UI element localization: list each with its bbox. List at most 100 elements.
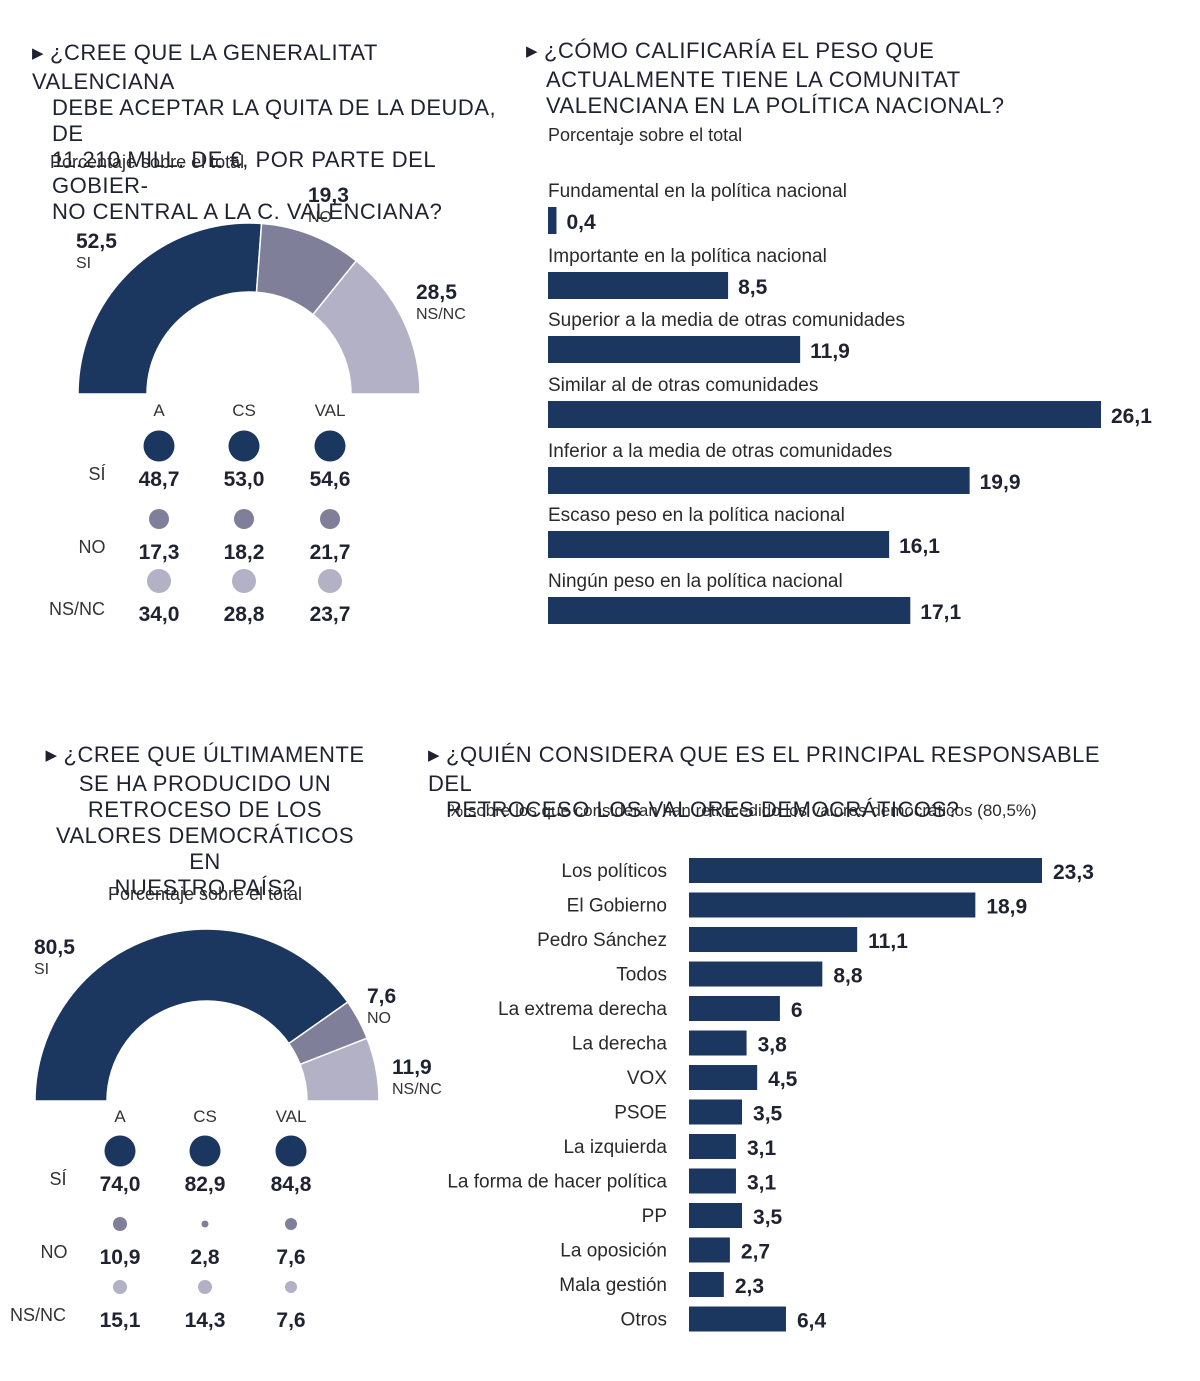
breakdown-value-label: 21,7 [310,541,351,564]
bar [689,927,858,952]
breakdown-dot [113,1217,127,1231]
slice-category-label: NO [308,209,332,226]
breakdown-column-header: CS [232,401,256,420]
bar-category-label: Ningún peso en la política nacional [548,571,843,592]
bar-category-label: La forma de hacer política [447,1172,667,1193]
bar [689,1272,724,1297]
chart1-title-line: ¿CREE QUE LA GENERALITAT VALENCIANA [32,40,378,94]
breakdown-row-label: NO [79,537,106,557]
bar-category-label: Similar al de otras comunidades [548,375,818,396]
breakdown-dot [189,1135,221,1167]
breakdown-dot [104,1135,136,1167]
slice-category-label: NS/NC [392,1081,442,1098]
bar-category-label: La extrema derecha [498,999,667,1020]
slice-value-label: 80,5 [34,936,75,959]
bar [548,401,1101,428]
chart2-title: ▶ ¿CÓMO CALIFICARÍA EL PESO QUE ACTUALMEN… [526,38,1046,119]
breakdown-dot [285,1218,297,1230]
breakdown-value-label: 10,9 [100,1246,141,1269]
breakdown-value-label: 74,0 [100,1173,141,1196]
bar-value-label: 11,1 [868,930,908,953]
slice-value-label: 11,9 [392,1056,432,1079]
breakdown-dot [314,430,346,462]
breakdown-row-label: NS/NC [10,1305,66,1325]
chart3-subtitle: Porcentaje sobre el total [107,884,303,904]
breakdown-dot [198,1280,212,1294]
bar [689,892,976,918]
breakdown-value-label: 14,3 [185,1309,226,1332]
bar-value-label: 6,4 [797,1310,827,1333]
chart2-title-line: VALENCIANA EN LA POLÍTICA NACIONAL? [546,93,1005,118]
donut-slice-si [34,928,349,1102]
breakdown-row-label: NO [41,1242,68,1262]
chart4-title-line: RETROCESO LOS VALORES DEMOCRÁTICOS? [446,797,960,822]
slice-value-label: 7,6 [367,985,396,1008]
slice-category-label: NS/NC [416,306,466,323]
chart4-title: ▶ ¿QUIÉN CONSIDERA QUE ES EL PRINCIPAL RE… [428,742,1148,823]
breakdown-column-header: VAL [276,1107,307,1126]
breakdown-value-label: 7,6 [276,1246,305,1269]
breakdown-row-label: SÍ [49,1169,66,1189]
chart2-subtitle: Porcentaje sobre el total [548,125,743,145]
bar-value-label: 11,9 [810,340,850,363]
bar-category-label: Importante en la política nacional [548,246,827,267]
breakdown-value-label: 54,6 [310,468,351,491]
bar-category-label: La oposición [560,1241,667,1262]
bar-value-label: 3,8 [758,1034,788,1057]
breakdown-row-label: SÍ [88,464,105,484]
breakdown-column-header: CS [193,1107,217,1126]
slice-category-label: NO [367,1010,391,1027]
breakdown-dot [147,569,171,593]
bar [689,1237,730,1263]
bar [548,467,970,494]
chart1-title: ▶ ¿CREE QUE LA GENERALITAT VALENCIANA DEB… [32,40,502,225]
bar-category-label: PSOE [614,1103,667,1124]
chart3-title-line: RETROCESO DE LOS [87,797,323,822]
bar [689,1099,743,1125]
bar-value-label: 17,1 [920,601,961,624]
bar-value-label: 8,5 [738,276,768,299]
breakdown-value-label: 28,8 [224,603,265,626]
bar [689,1134,736,1159]
triangle-icon: ▶ [428,747,441,764]
bar-value-label: 3,5 [753,1103,783,1126]
slice-category-label: SI [76,255,91,272]
bar [689,1065,758,1090]
bar [548,207,557,234]
breakdown-column-header: A [153,401,165,420]
donut-slice-nsnc [311,259,421,395]
breakdown-column-header: A [114,1107,126,1126]
bar-category-label: Mala gestión [559,1275,667,1296]
slice-value-label: 19,3 [308,184,349,207]
bar-value-label: 3,1 [747,1137,777,1160]
chart3-title: ▶ ¿CREE QUE ÚLTIMAMENTE SE HA PRODUCIDO U… [40,742,370,901]
breakdown-dot [228,430,260,462]
breakdown-value-label: 15,1 [100,1309,141,1332]
bar-value-label: 19,9 [980,471,1021,494]
bar-category-label: Escaso peso en la política nacional [548,505,845,526]
bar [689,1306,786,1332]
breakdown-dot [201,1220,209,1228]
bar-value-label: 3,5 [753,1206,783,1229]
bar-category-label: Todos [616,965,667,986]
bar [689,1168,736,1194]
bar-value-label: 3,1 [747,1172,777,1195]
chart3-title-line: SE HA PRODUCIDO UN [78,771,332,796]
bar-category-label: Los políticos [561,861,667,882]
bar-category-label: Superior a la media de otras comunidades [548,310,905,331]
breakdown-value-label: 17,3 [139,541,180,564]
slice-value-label: 52,5 [76,230,117,253]
bar-category-label: La derecha [572,1034,668,1055]
triangle-icon: ▶ [45,747,58,764]
breakdown-value-label: 7,6 [276,1309,305,1332]
breakdown-dot [234,509,254,529]
breakdown-dot [318,569,342,593]
bar-value-label: 2,7 [741,1241,770,1264]
breakdown-dot [143,430,175,462]
bar-category-label: Pedro Sánchez [537,930,667,951]
chart2-title-line: ¿CÓMO CALIFICARÍA EL PESO QUE [544,38,935,63]
breakdown-dot [320,509,340,529]
bar-category-label: Otros [621,1310,667,1331]
bar-value-label: 6 [791,999,803,1022]
